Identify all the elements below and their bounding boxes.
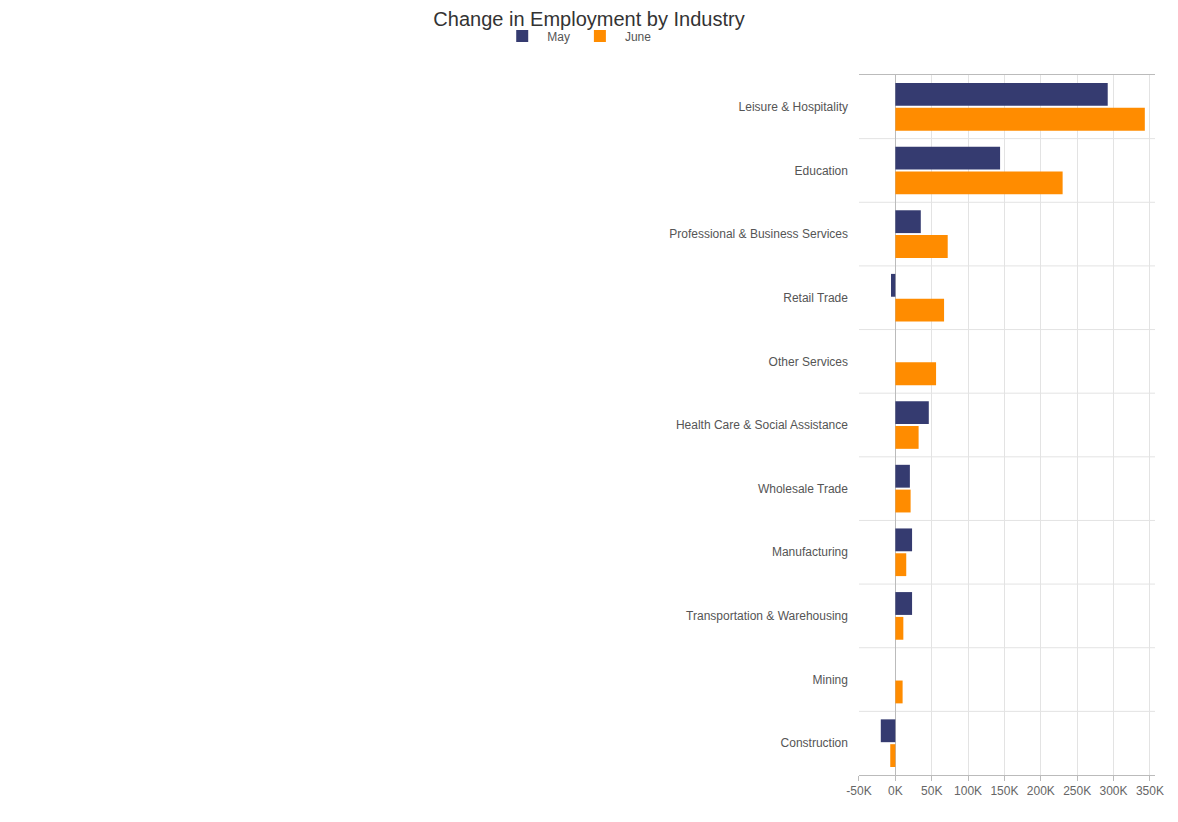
svg-text:Transportation & Warehousing: Transportation & Warehousing bbox=[686, 609, 848, 623]
svg-text:Retail Trade: Retail Trade bbox=[783, 291, 848, 305]
svg-text:-50K: -50K bbox=[846, 784, 871, 798]
svg-text:Construction: Construction bbox=[781, 736, 848, 750]
svg-text:Mining: Mining bbox=[813, 673, 848, 687]
svg-text:Other Services: Other Services bbox=[769, 355, 848, 369]
svg-text:Health Care & Social Assistanc: Health Care & Social Assistance bbox=[676, 418, 848, 432]
svg-text:Education: Education bbox=[795, 164, 848, 178]
svg-text:350K: 350K bbox=[1136, 784, 1164, 798]
svg-text:300K: 300K bbox=[1100, 784, 1128, 798]
svg-text:200K: 200K bbox=[1027, 784, 1055, 798]
svg-text:0K: 0K bbox=[888, 784, 903, 798]
svg-text:50K: 50K bbox=[921, 784, 942, 798]
svg-text:150K: 150K bbox=[990, 784, 1018, 798]
svg-text:June: June bbox=[625, 30, 651, 44]
svg-text:Professional & Business Servic: Professional & Business Services bbox=[669, 227, 848, 241]
svg-text:Manufacturing: Manufacturing bbox=[772, 545, 848, 559]
svg-text:Change in Employment by Indust: Change in Employment by Industry bbox=[433, 8, 744, 30]
svg-text:May: May bbox=[547, 30, 570, 44]
svg-text:Wholesale Trade: Wholesale Trade bbox=[758, 482, 848, 496]
svg-text:250K: 250K bbox=[1063, 784, 1091, 798]
svg-text:100K: 100K bbox=[954, 784, 982, 798]
svg-text:Leisure & Hospitality: Leisure & Hospitality bbox=[739, 100, 848, 114]
